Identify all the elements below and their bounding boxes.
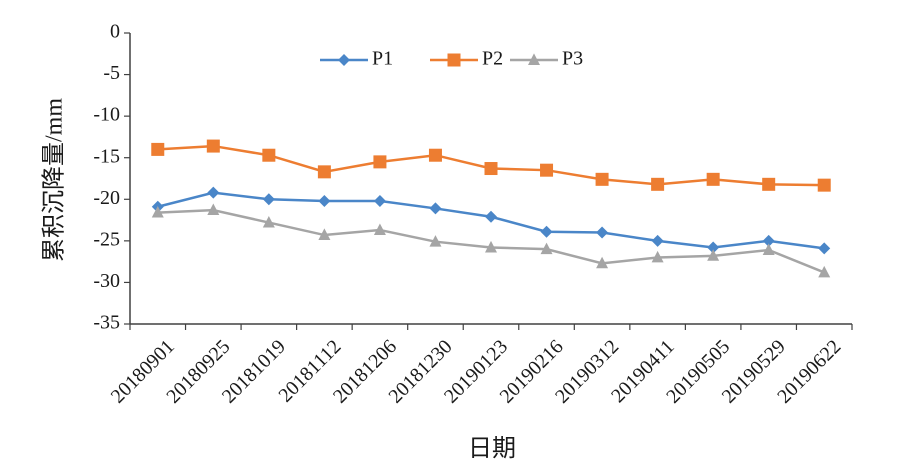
y-tick-label: -15 [93, 145, 120, 167]
data-point-p2 [817, 178, 831, 192]
data-point-p2 [206, 139, 220, 153]
data-point-p1 [818, 242, 831, 255]
legend-swatch-marker [447, 53, 461, 67]
data-point-p3 [707, 249, 720, 261]
data-point-p2 [151, 142, 165, 156]
data-point-p2 [317, 165, 331, 179]
data-point-p2 [373, 155, 387, 169]
data-point-p1 [651, 234, 664, 247]
y-tick-label: -25 [93, 228, 120, 250]
data-point-p2 [651, 177, 665, 191]
y-tick-label: -10 [93, 104, 120, 126]
y-ticks: 0 -5 -10 -15 -20 -25 -30 -35 [93, 21, 130, 334]
data-point-p2 [428, 148, 442, 162]
x-ticks: 2018090120180925201810192018111220181206… [107, 324, 853, 408]
legend-swatch-marker [338, 54, 350, 66]
legend-swatch-marker [528, 53, 540, 65]
data-point-p3 [540, 242, 553, 255]
data-point-p3 [262, 215, 275, 228]
data-point-p1 [540, 225, 553, 238]
y-tick-label: 0 [110, 21, 120, 43]
y-tick-label: -20 [93, 187, 120, 209]
series-p2 [151, 139, 831, 192]
data-point-p1 [485, 210, 497, 223]
legend: P1 P2 P3 [320, 48, 583, 70]
data-point-p3 [318, 228, 331, 240]
data-point-p1 [429, 202, 442, 215]
series-p1 [151, 186, 831, 255]
data-point-p1 [373, 194, 386, 207]
legend-item-p3: P3 [510, 48, 583, 70]
data-point-p3 [818, 265, 831, 278]
legend-item-p1: P1 [320, 48, 393, 70]
data-point-p1 [207, 186, 220, 199]
data-point-p3 [429, 235, 442, 247]
data-point-p2 [762, 177, 776, 191]
series-p3 [151, 203, 831, 278]
data-point-p3 [596, 256, 609, 269]
data-point-p1 [762, 234, 775, 247]
data-point-p2 [706, 172, 720, 186]
x-axis-title: 日期 [468, 436, 516, 462]
y-axis-title: 累积沉降量/mm [41, 98, 68, 262]
data-point-p3 [207, 203, 220, 216]
data-point-p2 [595, 172, 609, 186]
data-point-p1 [318, 194, 331, 207]
legend-label: P1 [372, 48, 393, 70]
series-layer [151, 139, 831, 278]
data-point-p3 [151, 205, 164, 218]
data-point-p3 [373, 223, 386, 235]
data-point-p1 [596, 226, 609, 239]
data-point-p1 [707, 241, 720, 254]
legend-item-p2: P2 [430, 48, 503, 70]
y-tick-label: -5 [103, 62, 120, 84]
data-point-p2 [262, 148, 276, 162]
data-point-p2 [540, 163, 554, 177]
data-point-p2 [484, 162, 498, 176]
legend-label: P3 [562, 48, 583, 70]
y-tick-label: -30 [93, 270, 120, 292]
data-point-p3 [651, 250, 664, 263]
data-point-p3 [485, 240, 497, 253]
axes [129, 33, 852, 325]
y-tick-label: -35 [93, 312, 120, 334]
data-point-p3 [762, 243, 775, 255]
data-point-p1 [262, 193, 275, 206]
legend-label: P2 [482, 48, 503, 70]
